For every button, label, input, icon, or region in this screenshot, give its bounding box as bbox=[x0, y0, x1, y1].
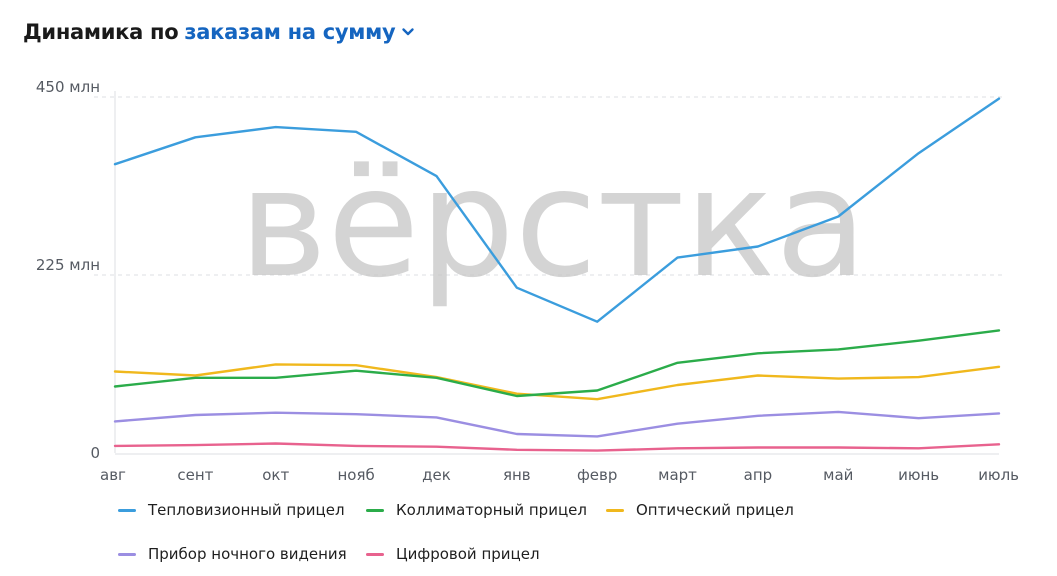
legend-label: Прибор ночного видения bbox=[148, 545, 347, 563]
series-layer bbox=[113, 97, 1001, 452]
axis-layer: 0 225 млн 450 млн авг сент окт нояб дек янв февр м… bbox=[36, 78, 1019, 484]
legend-row: Прибор ночного видения Цифровой прицел bbox=[118, 536, 1018, 572]
x-tick-label: февр bbox=[577, 466, 617, 484]
legend-item-collimator[interactable]: Коллиматорный прицел bbox=[366, 501, 606, 519]
x-tick-label: нояб bbox=[337, 466, 374, 484]
y-tick-label: 450 млн bbox=[36, 78, 100, 96]
chart-title: Динамика по bbox=[23, 20, 179, 44]
legend-swatch bbox=[606, 508, 624, 512]
legend-label: Тепловизионный прицел bbox=[148, 501, 345, 519]
chart-header: Динамика по заказам на сумму bbox=[23, 16, 415, 48]
x-tick-label: сент bbox=[177, 466, 213, 484]
chevron-down-icon bbox=[402, 28, 415, 36]
line-chart: вёрстка 0 225 млн 450 млн авг сент окт нояб дек… bbox=[36, 78, 1019, 484]
legend-swatch bbox=[366, 552, 384, 556]
y-tick-label: 0 bbox=[90, 444, 100, 462]
x-tick-label: янв bbox=[503, 466, 531, 484]
x-tick-label: июль bbox=[978, 466, 1019, 484]
series-line bbox=[113, 442, 1001, 452]
x-tick-label: март bbox=[658, 466, 697, 484]
x-tick-label: май bbox=[823, 466, 853, 484]
x-tick-label: дек bbox=[422, 466, 451, 484]
legend-item-digital[interactable]: Цифровой прицел bbox=[366, 545, 606, 563]
metric-label: заказам на сумму bbox=[184, 20, 396, 44]
legend: Тепловизионный прицел Коллиматорный приц… bbox=[118, 492, 1018, 572]
x-tick-label: авг bbox=[100, 466, 126, 484]
x-tick-label: июнь bbox=[898, 466, 939, 484]
grid-layer bbox=[94, 91, 1003, 455]
legend-swatch bbox=[118, 508, 136, 512]
series-line bbox=[113, 97, 1001, 323]
legend-item-optical[interactable]: Оптический прицел bbox=[606, 501, 846, 519]
series-line bbox=[113, 410, 1001, 438]
legend-label: Коллиматорный прицел bbox=[396, 501, 587, 519]
watermark-text: вёрстка bbox=[239, 137, 867, 311]
watermark-layer: вёрстка bbox=[239, 137, 867, 311]
series-line bbox=[113, 329, 1001, 398]
legend-label: Оптический прицел bbox=[636, 501, 794, 519]
legend-row: Тепловизионный прицел Коллиматорный приц… bbox=[118, 492, 1018, 528]
y-tick-label: 225 млн bbox=[36, 256, 100, 274]
x-tick-label: окт bbox=[262, 466, 289, 484]
legend-swatch bbox=[118, 552, 136, 556]
legend-item-night-vision[interactable]: Прибор ночного видения bbox=[118, 545, 366, 563]
legend-label: Цифровой прицел bbox=[396, 545, 540, 563]
metric-dropdown[interactable]: заказам на сумму bbox=[184, 20, 415, 44]
legend-swatch bbox=[366, 508, 384, 512]
series-line bbox=[113, 363, 1001, 401]
legend-item-thermal[interactable]: Тепловизионный прицел bbox=[118, 501, 366, 519]
x-tick-label: апр bbox=[744, 466, 773, 484]
